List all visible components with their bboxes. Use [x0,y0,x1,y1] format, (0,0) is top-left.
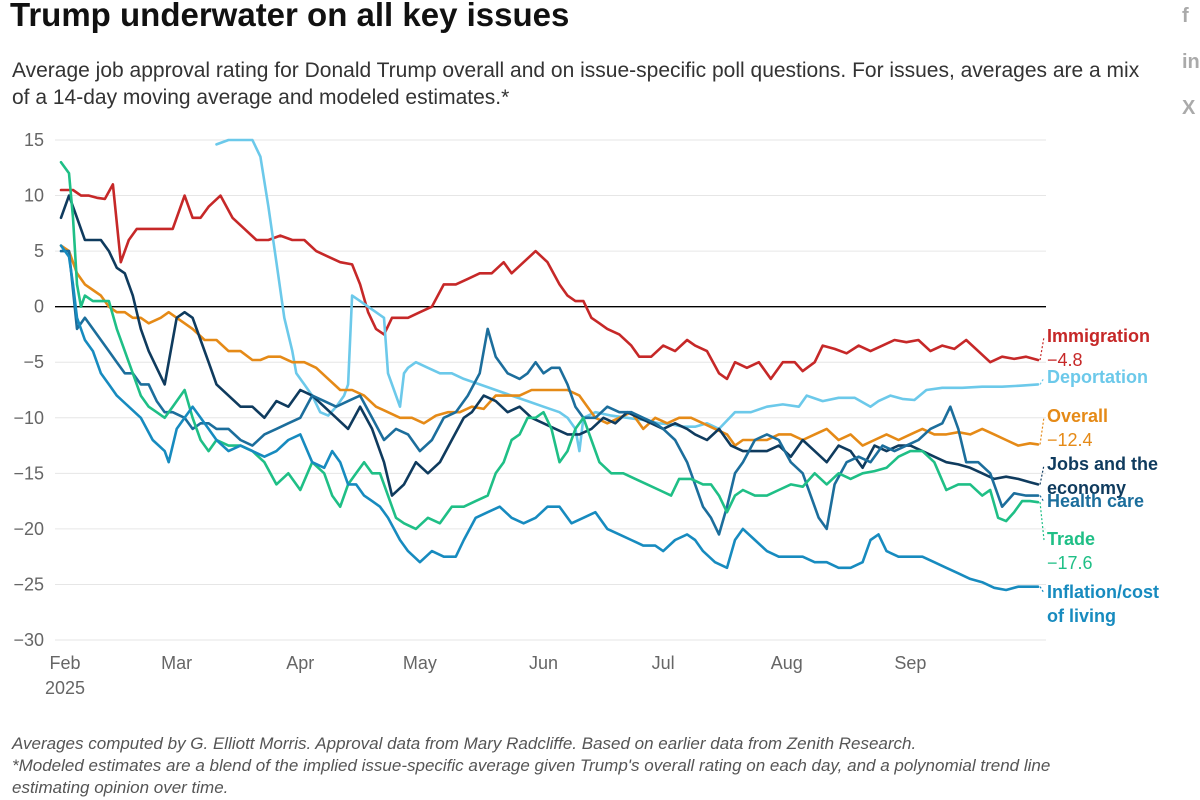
y-tick-label: 15 [24,130,44,150]
series-line-jobs-and-the-economy [59,194,1040,497]
x-tick-label: Feb [49,653,80,673]
linkedin-icon[interactable]: in [1182,51,1200,73]
x-tick-label: Sep [894,653,926,673]
chart-subtitle: Average job approval rating for Donald T… [12,59,1140,109]
series-label-trade: Trade [1047,529,1095,549]
footer-note: *Modeled estimates are a blend of the im… [12,756,1051,775]
x-tick-label: Aug [771,653,803,673]
y-tick-label: −25 [13,574,44,594]
series-label-immigration: Immigration [1047,326,1150,346]
series-line-inflation-cost-of-living [59,244,1040,592]
x-tick-label: Jun [529,653,558,673]
label-leader-immigration [1039,336,1045,361]
label-leader-deportation [1039,377,1045,385]
footer-note-cont: estimating opinion over time. [12,778,229,797]
x-tick-label: May [403,653,437,673]
series-label-jobs-and-the-economy: economy [1047,478,1126,498]
x-icon[interactable]: X [1182,97,1196,119]
y-tick-label: 10 [24,186,44,206]
label-leader-inflation-cost-of-living [1039,586,1045,594]
label-leader-overall [1039,416,1045,445]
series-end-value-overall: −12.4 [1047,430,1093,450]
y-tick-label: −20 [13,519,44,539]
series-label-inflation-cost-of-living: of living [1047,606,1116,626]
x-axis: Feb 2025 Mar Apr May Jun Jul Aug Sep [45,653,926,698]
series-layer [59,138,1040,592]
series-label-jobs-and-the-economy: Jobs and the [1047,454,1158,474]
share-bar: f in X [1182,6,1200,144]
y-tick-label: 5 [34,241,44,261]
series-label-overall: Overall [1047,406,1108,426]
series-line-trade [59,160,1040,531]
y-tick-label: −30 [13,630,44,650]
x-tick-label: Apr [286,653,314,673]
series-line-overall [59,244,1040,447]
y-axis: 15 10 5 0 −5 −10 −15 −20 −25 −30 [13,130,44,650]
series-line-deportation [215,138,1040,453]
series-line-health-care [59,249,1040,536]
series-label-health-care: Health care [1047,491,1144,511]
x-tick-year: 2025 [45,678,85,698]
chart-title: Trump underwater on all key issues [10,0,570,33]
label-leader-trade [1039,502,1045,541]
y-tick-label: 0 [34,297,44,317]
series-end-value-immigration: −4.8 [1047,350,1083,370]
grid-layer [55,139,1046,641]
series-line-immigration [59,183,1040,381]
facebook-icon[interactable]: f [1182,5,1189,27]
y-tick-label: −15 [13,463,44,483]
x-tick-label: Mar [161,653,192,673]
x-tick-label: Jul [652,653,675,673]
y-tick-label: −10 [13,408,44,428]
series-label-inflation-cost-of-living: Inflation/cost [1047,582,1159,602]
series-end-value-trade: −17.6 [1047,553,1093,573]
footer-notes: Averages computed by G. Elliott Morris. … [12,733,1050,799]
label-leader-jobs-and-the-economy [1039,464,1045,485]
footer-source: Averages computed by G. Elliott Morris. … [12,734,917,753]
series-label-deportation: Deportation [1047,367,1148,387]
y-tick-label: −5 [23,352,44,372]
label-leader-health-care [1039,495,1045,503]
